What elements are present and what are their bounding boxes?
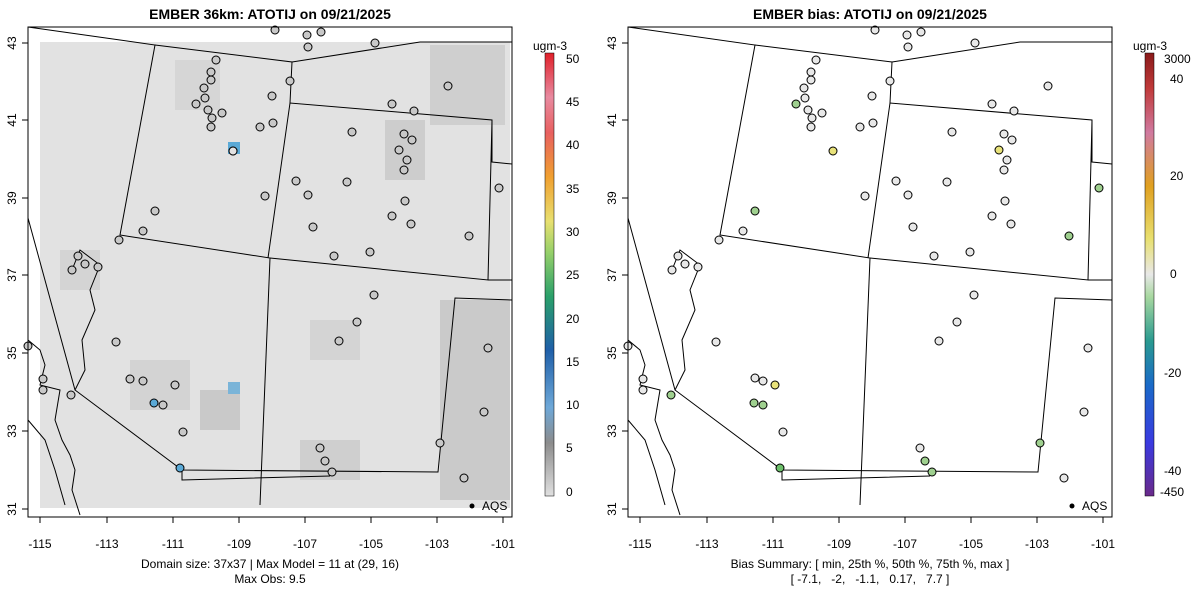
coastlines bbox=[627, 249, 701, 516]
y-tick: 39 bbox=[605, 191, 619, 205]
y-tick: 33 bbox=[605, 424, 619, 438]
left-map-svg: -115 -113 -111 -109 -107 -105 -103 -101 … bbox=[5, 25, 580, 551]
left-footer-domain: Domain size: 37x37 | Max Model = 11 at (… bbox=[140, 557, 400, 571]
colorbar-tick: 40 bbox=[1170, 72, 1184, 86]
x-tick: -107 bbox=[893, 537, 917, 551]
y-tick: 37 bbox=[605, 268, 619, 282]
x-tick: -113 bbox=[95, 537, 118, 551]
colorbar-tick: 30 bbox=[566, 225, 580, 239]
colorbar-tick: 15 bbox=[566, 355, 580, 369]
left-axes: -115 -113 -111 -109 -107 -105 -103 -101 … bbox=[5, 36, 515, 551]
bias-panel: EMBER bias: ATOTIJ on 09/21/2025 bbox=[600, 0, 1200, 600]
right-map-svg: -115 -113 -111 -109 -107 -105 -103 -101 … bbox=[605, 25, 1191, 551]
left-footer-maxobs: Max Obs: 9.5 bbox=[234, 572, 306, 586]
right-panel-title: EMBER bias: ATOTIJ on 09/21/2025 bbox=[753, 6, 987, 22]
x-tick: -103 bbox=[1025, 537, 1049, 551]
model-concentration-panel: EMBER 36km: ATOTIJ on 09/21/2025 bbox=[5, 6, 580, 586]
y-tick: 43 bbox=[605, 36, 619, 50]
y-tick: 31 bbox=[605, 502, 619, 516]
coastlines bbox=[27, 249, 101, 516]
bias-colorbar: ugm-3 3000 40 20 bbox=[1133, 39, 1191, 499]
colorbar-tick: 35 bbox=[566, 182, 580, 196]
x-tick: -105 bbox=[359, 537, 383, 551]
y-tick: 33 bbox=[5, 424, 19, 438]
x-tick: -111 bbox=[162, 537, 185, 551]
colorbar-tick: 0 bbox=[1170, 267, 1177, 281]
colorbar-tick: 20 bbox=[1170, 169, 1184, 183]
colorbar-tick: 20 bbox=[566, 312, 580, 326]
x-tick: -109 bbox=[227, 537, 251, 551]
y-tick: 35 bbox=[605, 346, 619, 360]
aqs-legend: AQS bbox=[1069, 499, 1107, 513]
colorbar-tick: -40 bbox=[1164, 464, 1182, 478]
colorbar-tick: 10 bbox=[566, 398, 580, 412]
colorbar-tick: 50 bbox=[566, 52, 580, 66]
y-tick: 39 bbox=[5, 191, 19, 205]
colorbar-tick: 40 bbox=[566, 138, 580, 152]
aqs-legend-label: AQS bbox=[482, 499, 507, 513]
y-tick: 31 bbox=[5, 502, 19, 516]
x-tick: -105 bbox=[959, 537, 983, 551]
colorbar-tick: 3000 bbox=[1164, 52, 1191, 66]
concentration-colorbar: ugm-3 0 5 10 15 bbox=[533, 39, 580, 499]
left-plot-frame bbox=[27, 26, 513, 518]
bias-markers bbox=[623, 25, 1104, 483]
x-tick: -113 bbox=[695, 537, 718, 551]
y-tick: 43 bbox=[5, 36, 19, 50]
x-tick: -111 bbox=[762, 537, 785, 551]
colorbar-tick: -20 bbox=[1164, 366, 1182, 380]
right-plot-frame bbox=[627, 26, 1113, 518]
aqs-legend-label: AQS bbox=[1082, 499, 1107, 513]
state-borders bbox=[627, 26, 1113, 506]
colorbar-tick: 25 bbox=[566, 268, 580, 282]
x-tick: -107 bbox=[293, 537, 317, 551]
x-tick: -109 bbox=[827, 537, 851, 551]
x-tick: -101 bbox=[491, 537, 515, 551]
colorbar-tick: 45 bbox=[566, 95, 580, 109]
y-tick: 41 bbox=[5, 113, 19, 127]
colorbar-tick: 0 bbox=[566, 485, 573, 499]
colorbar-tick: -450 bbox=[1160, 485, 1184, 499]
state-borders bbox=[27, 26, 513, 506]
x-tick: -101 bbox=[1091, 537, 1115, 551]
y-tick: 35 bbox=[5, 346, 19, 360]
x-tick: -103 bbox=[425, 537, 449, 551]
right-axes: -115 -113 -111 -109 -107 -105 -103 -101 … bbox=[605, 36, 1115, 551]
x-tick: -115 bbox=[628, 537, 651, 551]
colorbar-units: ugm-3 bbox=[1133, 39, 1167, 53]
aqs-legend: AQS bbox=[469, 499, 507, 513]
left-panel-title: EMBER 36km: ATOTIJ on 09/21/2025 bbox=[149, 6, 391, 22]
aqs-markers bbox=[23, 25, 504, 483]
right-footer-bias-values: [ -7.1, -2, -1.1, 0.17, 7.7 ] bbox=[790, 572, 950, 586]
right-footer-bias-label: Bias Summary: [ min, 25th %, 50th %, 75t… bbox=[730, 557, 1010, 571]
colorbar-tick: 5 bbox=[566, 441, 573, 455]
colorbar-units: ugm-3 bbox=[533, 39, 567, 53]
y-tick: 41 bbox=[605, 113, 619, 127]
y-tick: 37 bbox=[5, 268, 19, 282]
x-tick: -115 bbox=[28, 537, 51, 551]
